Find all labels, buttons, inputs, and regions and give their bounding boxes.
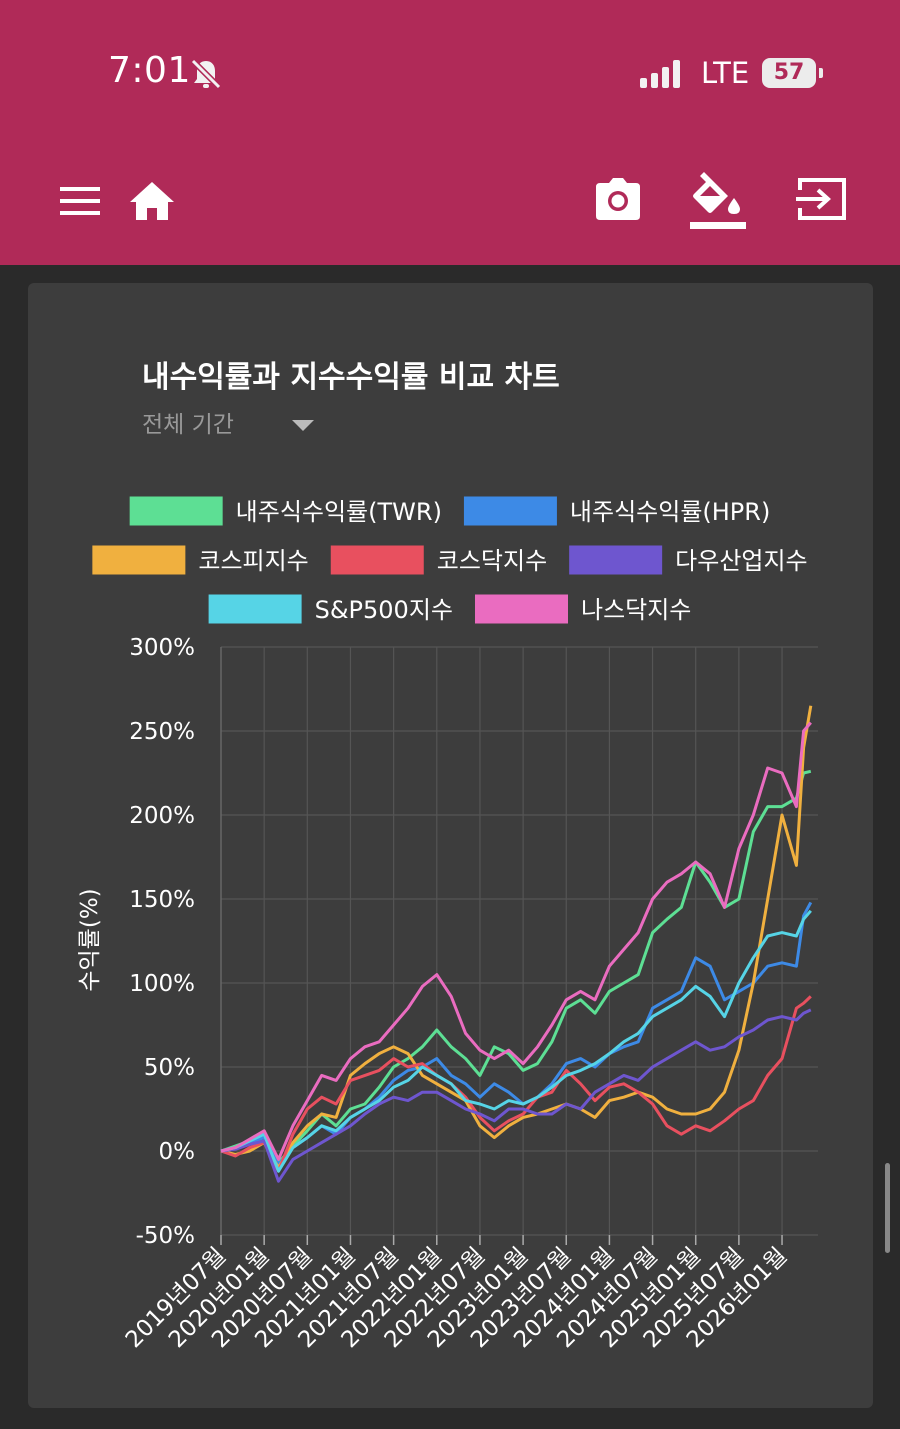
home-icon[interactable] xyxy=(128,180,176,222)
legend-label[interactable]: 코스피지수 xyxy=(198,547,308,575)
legend-label[interactable]: 나스닥지수 xyxy=(581,596,691,624)
chart-legend: 내주식수익률(TWR) 내주식수익률(HPR) 코스피지수 코스닥지수 다우산업지수 S&… xyxy=(92,496,808,624)
x-axis: 2019년07월2020년01월2020년07월2021년01월2021년07월… xyxy=(121,1243,792,1353)
battery-icon: 57 xyxy=(762,58,824,90)
status-bar: 7:01 LTE 57 xyxy=(0,0,900,150)
series-line xyxy=(220,909,812,1173)
chart-title: 내수익률과 지수수익률 비교 차트 xyxy=(142,360,560,395)
y-tick-label: 0% xyxy=(159,1139,196,1165)
scrollbar-thumb[interactable] xyxy=(885,1163,890,1253)
legend-swatch[interactable] xyxy=(208,594,302,624)
y-tick-label: 250% xyxy=(129,719,195,745)
legend-swatch[interactable] xyxy=(129,496,223,526)
y-tick-label: 300% xyxy=(129,635,195,661)
status-clock: 7:01 xyxy=(108,50,191,91)
legend-swatch[interactable] xyxy=(330,545,424,575)
legend-label[interactable]: 다우산업지수 xyxy=(675,547,807,575)
signal-icon xyxy=(640,60,680,88)
series-line xyxy=(220,995,812,1173)
chart-card xyxy=(28,283,873,1408)
legend-label[interactable]: 코스닥지수 xyxy=(437,547,547,575)
y-axis-label: 수익률(%) xyxy=(77,888,103,991)
paint-bucket-icon[interactable] xyxy=(690,172,748,230)
y-tick-label: -50% xyxy=(136,1223,195,1249)
y-tick-label: 100% xyxy=(129,971,195,997)
y-tick-label: 150% xyxy=(129,887,195,913)
battery-level: 57 xyxy=(773,60,805,85)
network-type: LTE xyxy=(701,56,750,90)
legend-swatch[interactable] xyxy=(569,545,663,575)
series-line xyxy=(220,721,812,1161)
period-select-label: 전체 기간 xyxy=(142,412,234,438)
bell-off-icon xyxy=(190,58,222,90)
legend-swatch[interactable] xyxy=(92,545,186,575)
chart-series xyxy=(220,705,813,1183)
dropdown-arrow-icon xyxy=(292,420,314,431)
series-line xyxy=(220,769,812,1165)
y-tick-label: 200% xyxy=(129,803,195,829)
camera-icon[interactable] xyxy=(594,178,642,222)
y-tick-label: 50% xyxy=(144,1055,195,1081)
exit-icon[interactable] xyxy=(796,176,848,222)
series-line xyxy=(220,1008,812,1183)
period-select[interactable]: 전체 기간 xyxy=(142,405,332,439)
legend-label[interactable]: 내주식수익률(TWR) xyxy=(236,498,442,526)
legend-label[interactable]: 내주식수익률(HPR) xyxy=(570,498,770,526)
menu-icon[interactable] xyxy=(58,184,102,218)
legend-label[interactable]: S&P500지수 xyxy=(315,596,453,624)
legend-swatch[interactable] xyxy=(474,594,568,624)
y-axis: -50% 0% 50% 100% 150% 200% 250% 300% xyxy=(129,635,195,1249)
chart-grid xyxy=(220,646,818,1245)
series-line xyxy=(220,705,813,1170)
legend-swatch[interactable] xyxy=(463,496,557,526)
